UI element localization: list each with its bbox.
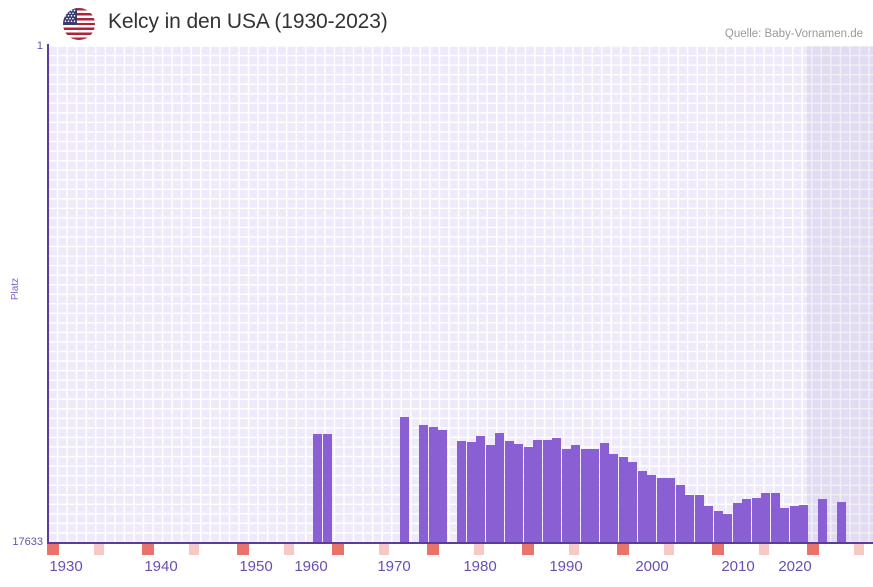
bar-2010[interactable] xyxy=(761,493,770,543)
bar-1981[interactable] xyxy=(486,445,495,543)
bar-1976[interactable] xyxy=(438,430,447,543)
x-axis-tick-label-1930: 1930 xyxy=(49,558,83,575)
x-tick-mark-1 xyxy=(94,544,104,555)
x-tick-mark-2 xyxy=(142,544,154,555)
bar-1993[interactable] xyxy=(600,443,609,543)
bar-2016[interactable] xyxy=(818,499,827,543)
bar-1987[interactable] xyxy=(543,440,552,543)
bar-1983[interactable] xyxy=(505,441,514,543)
bar-1960[interactable] xyxy=(313,434,322,543)
bar-2013[interactable] xyxy=(790,506,799,543)
flag-canton xyxy=(63,8,77,25)
x-tick-mark-0 xyxy=(47,544,59,555)
bar-2018[interactable] xyxy=(837,502,846,543)
x-axis-tick-label-2020: 2020 xyxy=(778,558,812,575)
bar-1980[interactable] xyxy=(476,436,485,543)
x-tick-mark-14 xyxy=(712,544,724,555)
bar-2006[interactable] xyxy=(723,514,732,543)
bar-1979[interactable] xyxy=(467,442,476,543)
bar-1961[interactable] xyxy=(323,434,332,543)
bar-2012[interactable] xyxy=(780,508,789,543)
bar-2014[interactable] xyxy=(799,505,808,543)
bar-2007[interactable] xyxy=(733,503,742,543)
bar-2011[interactable] xyxy=(771,493,780,543)
bar-1997[interactable] xyxy=(638,471,647,543)
y-axis-title: Platz xyxy=(10,277,21,301)
x-tick-mark-11 xyxy=(569,544,579,555)
x-tick-mark-3 xyxy=(189,544,199,555)
chart-header: Kelcy in den USA (1930-2023) Quelle: Bab… xyxy=(0,0,873,46)
bar-1986[interactable] xyxy=(533,440,542,543)
x-tick-mark-10 xyxy=(522,544,534,555)
x-axis-tick-label-1980: 1980 xyxy=(463,558,497,575)
bar-1998[interactable] xyxy=(647,475,656,543)
bar-1994[interactable] xyxy=(609,454,618,543)
x-tick-mark-8 xyxy=(427,544,439,555)
plot-area xyxy=(48,46,873,543)
x-tick-mark-16 xyxy=(807,544,819,555)
x-axis-tick-label-2000: 2000 xyxy=(635,558,669,575)
x-axis-tick-label-1990: 1990 xyxy=(549,558,583,575)
x-tick-mark-5 xyxy=(284,544,294,555)
bar-2000[interactable] xyxy=(666,478,675,543)
bar-1992[interactable] xyxy=(590,449,599,543)
flag-stars xyxy=(64,9,76,23)
us-flag-icon xyxy=(63,8,95,40)
bar-1988[interactable] xyxy=(552,438,561,543)
x-tick-mark-9 xyxy=(474,544,484,555)
source-attribution: Quelle: Baby-Vornamen.de xyxy=(724,28,863,40)
x-tick-mark-4 xyxy=(237,544,249,555)
x-axis-tick-label-1940: 1940 xyxy=(144,558,178,575)
bar-1978[interactable] xyxy=(457,441,466,543)
y-axis-tick-top: 1 xyxy=(36,40,43,52)
y-axis-line xyxy=(47,44,49,545)
bar-1996[interactable] xyxy=(628,462,637,543)
bar-2002[interactable] xyxy=(685,495,694,543)
bar-1991[interactable] xyxy=(581,449,590,543)
bar-1985[interactable] xyxy=(524,447,533,543)
x-tick-mark-13 xyxy=(664,544,674,555)
page-title: Kelcy in den USA (1930-2023) xyxy=(108,10,388,33)
x-axis-tick-label-1950: 1950 xyxy=(239,558,273,575)
x-axis-tick-label-2010: 2010 xyxy=(721,558,755,575)
bar-1975[interactable] xyxy=(429,427,438,543)
bar-1972[interactable] xyxy=(400,417,409,543)
bar-2009[interactable] xyxy=(752,498,761,543)
bar-1999[interactable] xyxy=(657,478,666,543)
bar-2001[interactable] xyxy=(676,485,685,543)
x-axis-line xyxy=(47,542,873,544)
bar-1990[interactable] xyxy=(571,445,580,543)
x-tick-mark-17 xyxy=(854,544,864,555)
x-tick-mark-6 xyxy=(332,544,344,555)
x-tick-mark-15 xyxy=(759,544,769,555)
bar-1982[interactable] xyxy=(495,433,504,543)
bar-2005[interactable] xyxy=(714,511,723,543)
bar-2004[interactable] xyxy=(704,506,713,543)
x-axis-tick-label-1960: 1960 xyxy=(294,558,328,575)
bar-2003[interactable] xyxy=(695,495,704,543)
bar-1995[interactable] xyxy=(619,457,628,543)
y-axis-tick-bottom: 17633 xyxy=(12,536,43,548)
bar-1984[interactable] xyxy=(514,444,523,543)
bar-1989[interactable] xyxy=(562,449,571,543)
x-axis-tick-label-1970: 1970 xyxy=(377,558,411,575)
x-tick-mark-12 xyxy=(617,544,629,555)
bar-1974[interactable] xyxy=(419,425,428,543)
x-tick-mark-7 xyxy=(379,544,389,555)
bar-2008[interactable] xyxy=(742,499,751,543)
incomplete-data-shade xyxy=(807,46,873,543)
